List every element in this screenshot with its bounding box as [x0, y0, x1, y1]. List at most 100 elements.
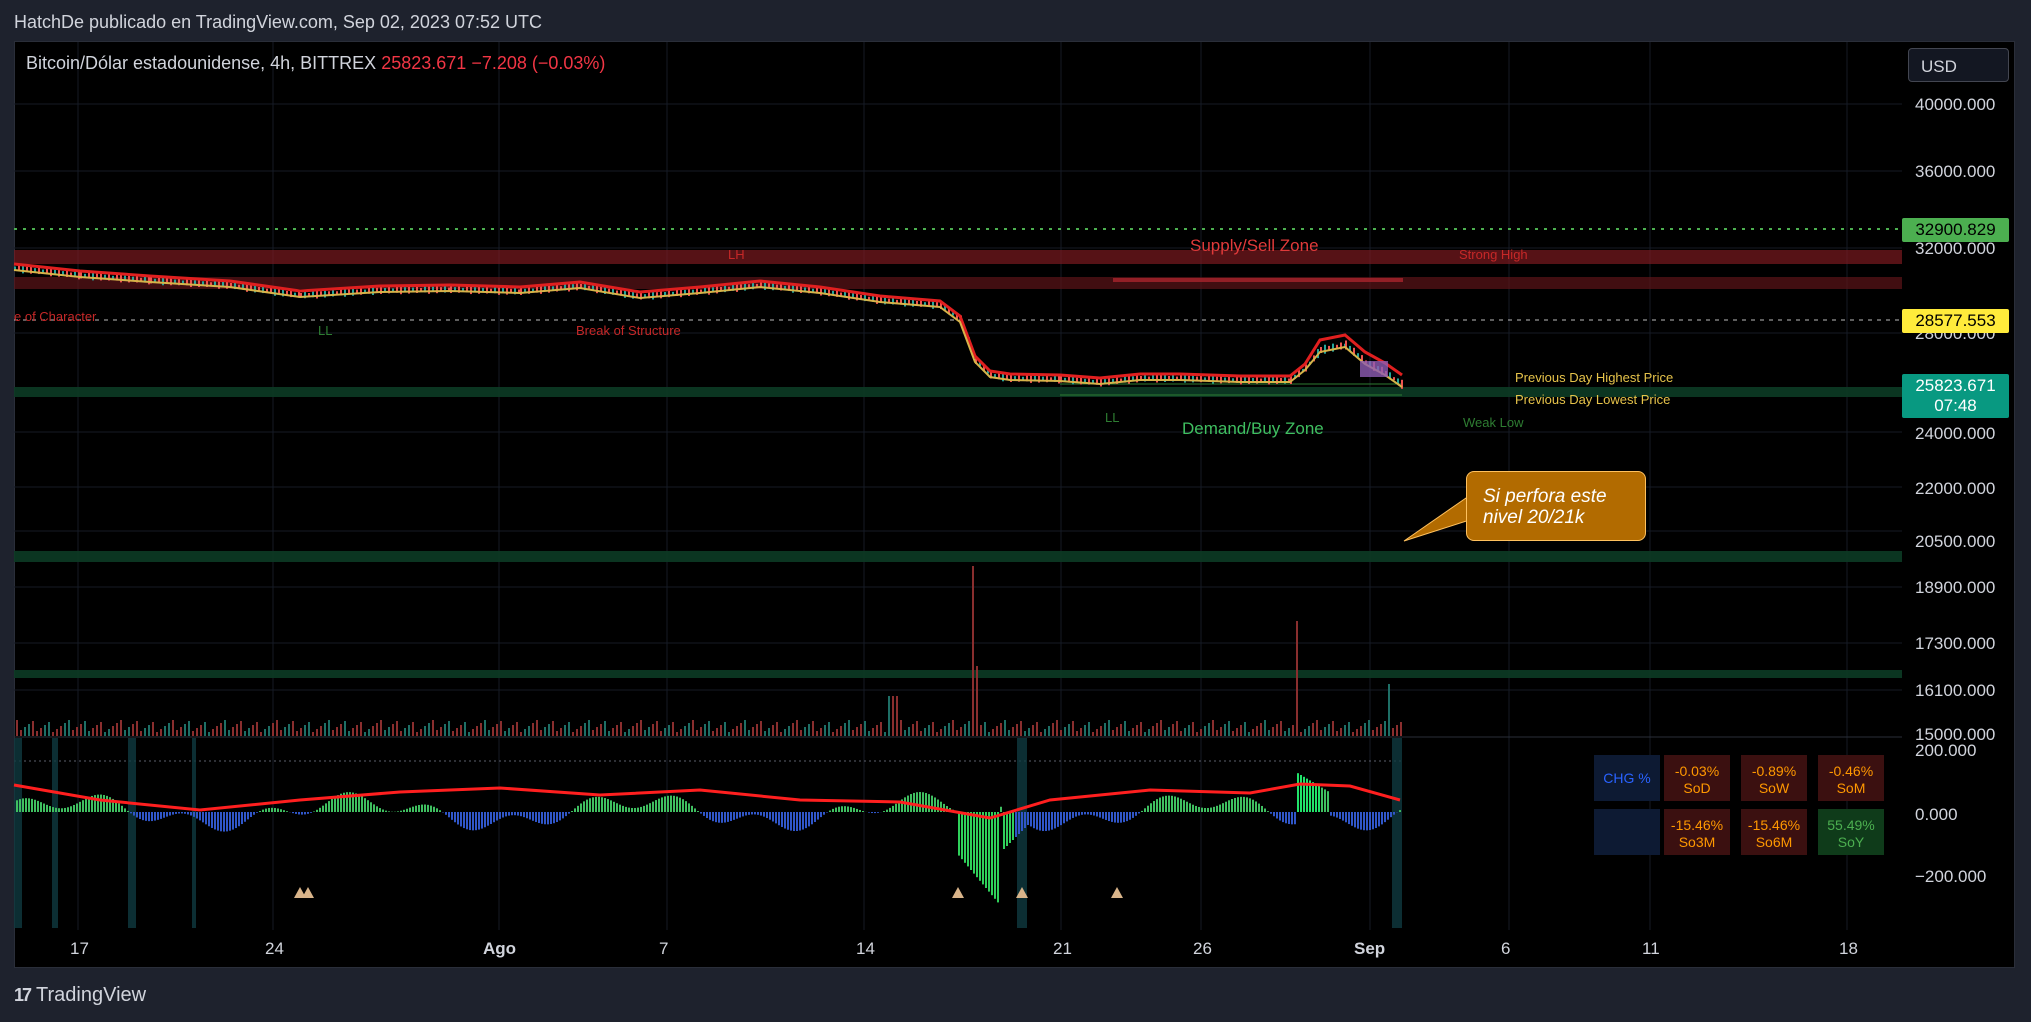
osc-bar: [550, 812, 552, 825]
osc-bar: [556, 812, 558, 823]
osc-bar: [976, 812, 978, 878]
candle: [128, 274, 130, 283]
volume-bar: [1320, 730, 1322, 736]
change-of-character-label: e of Character: [14, 309, 97, 324]
candle: [848, 290, 850, 300]
candle: [178, 278, 180, 286]
currency-button[interactable]: USD: [1908, 48, 2009, 82]
osc-bar: [694, 808, 696, 812]
candle: [580, 284, 582, 288]
candle: [792, 283, 794, 293]
demand-zone-16k: [14, 670, 1902, 678]
volume-bar: [1060, 730, 1062, 736]
candle: [812, 288, 814, 292]
osc-bar: [916, 792, 918, 812]
osc-bar: [1021, 812, 1023, 831]
volume-bar: [160, 729, 162, 736]
candle: [1345, 340, 1347, 350]
candle: [932, 299, 934, 309]
volume-bar: [1132, 728, 1134, 736]
osc-bar: [490, 812, 492, 824]
candle: [608, 288, 610, 293]
candle: [1228, 376, 1230, 384]
osc-bar: [412, 806, 414, 812]
osc-bar: [139, 812, 141, 820]
candle: [1176, 376, 1178, 380]
candle: [108, 273, 110, 281]
candle: [640, 292, 642, 300]
candle: [1076, 377, 1078, 383]
osc-bar: [829, 810, 831, 812]
volume-bar: [1128, 731, 1130, 736]
volume-bar: [92, 728, 94, 736]
osc-bar: [463, 812, 465, 829]
candle: [210, 282, 212, 286]
volume-bar: [448, 721, 450, 736]
osc-bar: [928, 794, 930, 812]
volume-bar: [1296, 621, 1298, 736]
osc-column: [14, 738, 22, 928]
osc-bar: [205, 812, 207, 825]
osc-bar: [1249, 798, 1251, 812]
osc-bar: [772, 812, 774, 822]
volume-bar: [644, 730, 646, 736]
volume-bar: [956, 730, 958, 736]
osc-bar: [55, 807, 57, 812]
osc-bar: [421, 804, 423, 812]
osc-column: [192, 738, 196, 928]
osc-bar: [1369, 812, 1371, 831]
osc-bar: [643, 805, 645, 812]
osc-bar: [802, 812, 804, 830]
candle: [304, 291, 306, 299]
tradingview-logo[interactable]: 17 TradingView: [14, 984, 146, 1007]
volume-bar: [752, 727, 754, 736]
volume-bar: [920, 731, 922, 736]
osc-bar: [331, 798, 333, 812]
volume-bar: [880, 722, 882, 736]
candle: [736, 282, 738, 292]
candle: [864, 294, 866, 302]
osc-bar: [265, 808, 267, 812]
osc-bar: [871, 812, 873, 814]
candle: [1148, 376, 1150, 380]
volume-bar: [936, 732, 938, 736]
osc-bar: [370, 802, 372, 812]
callout-note[interactable]: Si perfora este nivel 20/21k: [1466, 471, 1646, 541]
osc-bar: [145, 812, 147, 821]
candle: [432, 286, 434, 292]
candle: [140, 277, 142, 281]
osc-bar: [337, 795, 339, 812]
volume-bar: [1080, 728, 1082, 736]
osc-bar: [1210, 807, 1212, 812]
osc-bar: [622, 805, 624, 812]
candle: [800, 285, 802, 293]
osc-bar: [577, 805, 579, 812]
osc-bar: [508, 812, 510, 816]
osc-bar: [1108, 812, 1110, 822]
osc-bar: [1381, 812, 1383, 825]
volume-bar: [228, 730, 230, 736]
volume-bar: [188, 721, 190, 736]
candle: [944, 306, 946, 310]
candle: [808, 286, 810, 294]
osc-bar: [1243, 796, 1245, 812]
osc-bar: [640, 806, 642, 812]
osc-bar: [1363, 812, 1365, 831]
candle: [182, 280, 184, 284]
osc-bar: [568, 812, 570, 814]
volume-bar: [648, 727, 650, 736]
candle: [1288, 378, 1290, 382]
osc-bar: [1306, 778, 1308, 812]
osc-bar: [985, 812, 987, 888]
volume-bar: [908, 727, 910, 736]
osc-bar: [931, 795, 933, 812]
volume-bar: [1140, 722, 1142, 736]
oscillator-axis: 200.000 0.000 −200.000: [1915, 741, 1986, 886]
candle: [979, 362, 981, 366]
osc-bar: [481, 812, 483, 829]
osc-bar: [247, 812, 249, 820]
osc-bar: [61, 808, 63, 812]
volume-bar: [332, 730, 334, 736]
candle: [510, 288, 512, 293]
